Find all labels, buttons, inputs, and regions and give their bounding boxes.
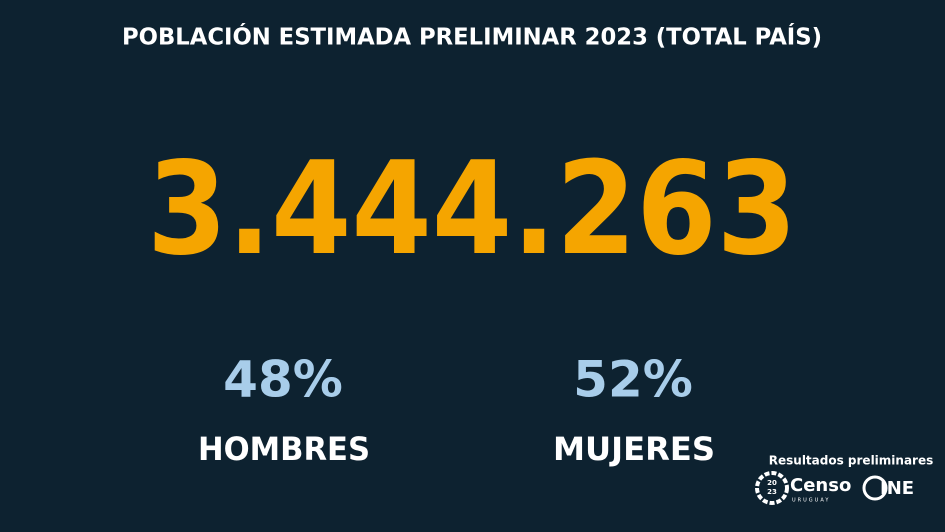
- logo-country: URUGUAY: [792, 498, 830, 504]
- title: POBLACIÓN ESTIMADA PRELIMINAR 2023 (TOTA…: [122, 23, 822, 51]
- stat-label: MUJERES: [553, 430, 715, 468]
- stat-label: HOMBRES: [198, 430, 370, 468]
- logo-name: INE: [880, 478, 914, 499]
- logo-year: 20: [767, 479, 777, 487]
- logo-ring: [755, 471, 789, 505]
- logo-ring: [862, 475, 888, 501]
- censo-logo: 20 23 Censo URUGUAY: [755, 471, 851, 505]
- stat-value: 52%: [573, 351, 693, 409]
- total-population: 3.444.263: [147, 135, 797, 284]
- stat-value: 48%: [223, 351, 343, 409]
- logo-year: 23: [767, 488, 777, 496]
- ine-logo: INE: [862, 475, 914, 501]
- footer-caption: Resultados preliminares: [769, 454, 934, 468]
- logo-name: Censo: [790, 475, 851, 496]
